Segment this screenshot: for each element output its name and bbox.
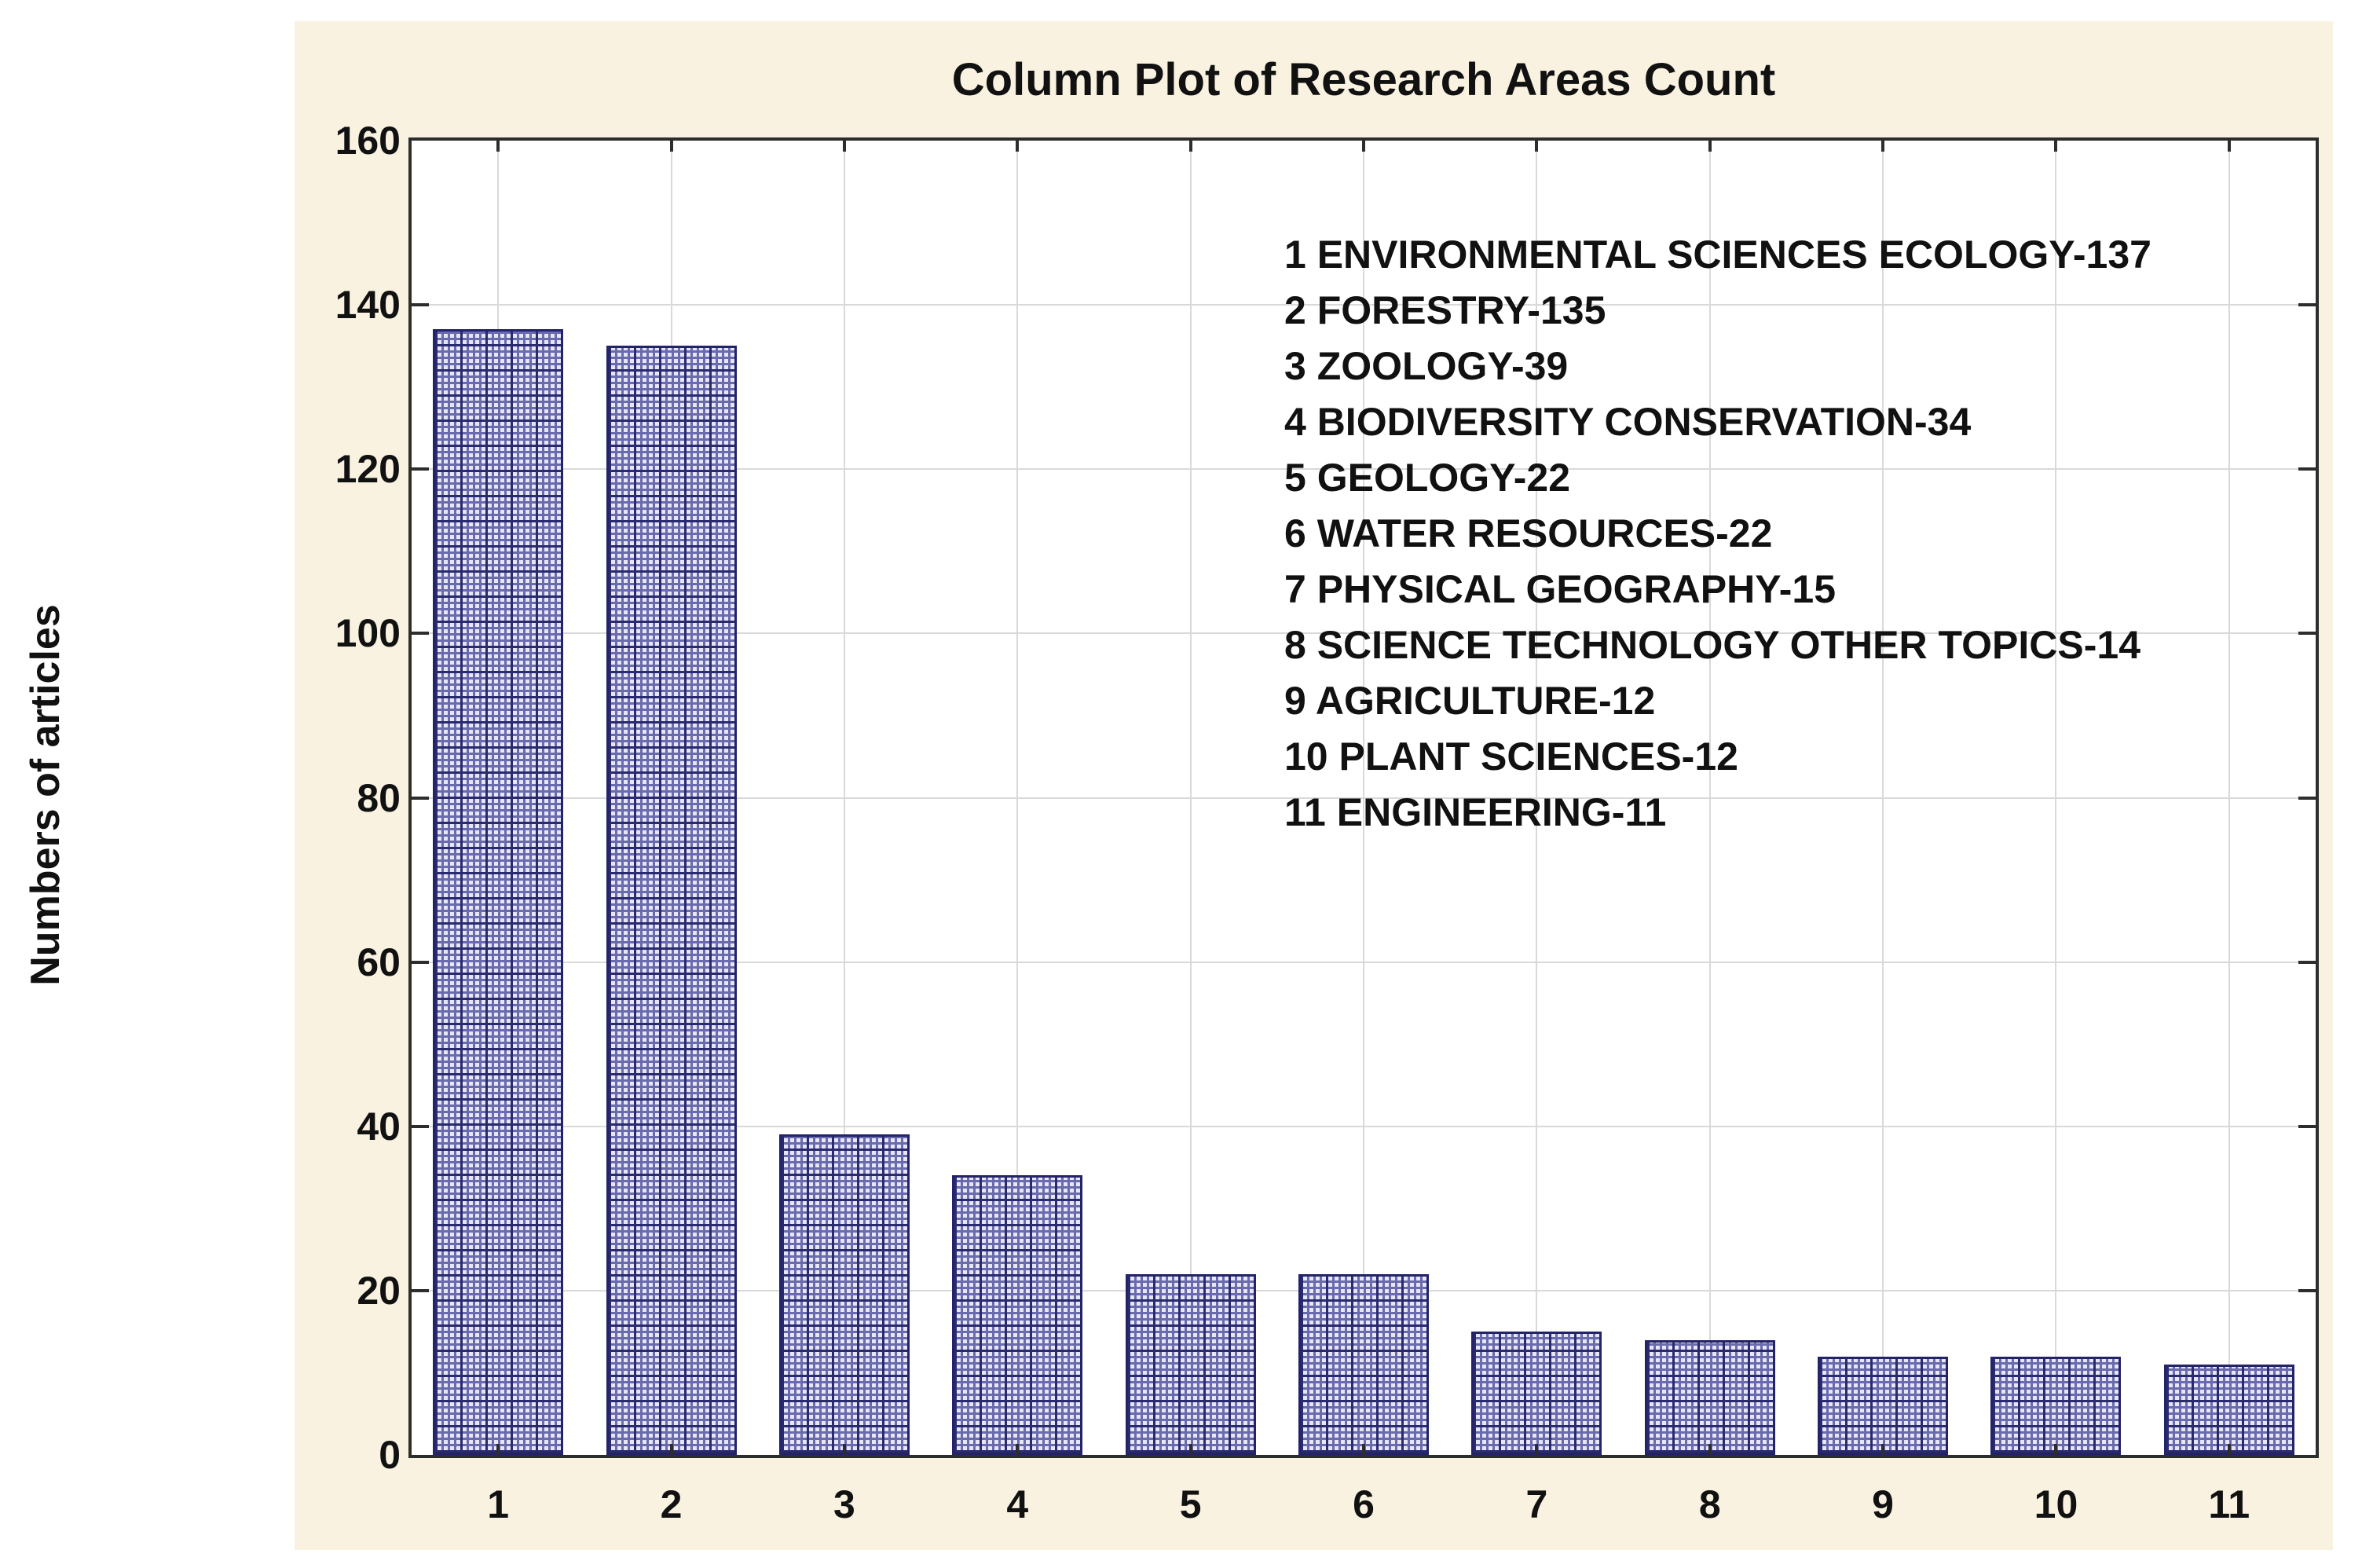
y-axis-tick-label: 20 <box>357 1268 401 1313</box>
x-axis-tick-label: 3 <box>833 1482 855 1526</box>
bar-category-11 <box>2163 1364 2294 1455</box>
y-tick-left <box>412 1288 429 1292</box>
x-tick-bottom <box>1188 1444 1192 1455</box>
x-axis-tick-label: 8 <box>1698 1482 1721 1526</box>
bar-category-5 <box>1125 1273 1256 1455</box>
x-tick-top <box>1188 141 1192 152</box>
bar-category-3 <box>778 1134 910 1455</box>
bar-category-10 <box>1990 1356 2122 1455</box>
x-tick-top <box>496 141 500 152</box>
x-tick-top <box>1881 141 1885 152</box>
y-axis-tick-label: 120 <box>335 447 401 492</box>
y-tick-right <box>2298 632 2316 636</box>
bar-category-7 <box>1471 1332 1602 1455</box>
x-tick-top <box>1016 141 1020 152</box>
x-tick-bottom <box>2227 1444 2231 1455</box>
y-tick-left <box>412 467 429 471</box>
x-tick-bottom <box>1881 1444 1885 1455</box>
legend-entry: 5 GEOLOGY-22 <box>1284 456 1571 500</box>
bar-category-6 <box>1298 1273 1429 1455</box>
x-axis-tick-label: 9 <box>1872 1482 1894 1526</box>
y-tick-right <box>2298 960 2316 964</box>
bar-category-8 <box>1644 1339 1775 1455</box>
legend-entry: 2 FORESTRY-135 <box>1284 288 1606 332</box>
legend-entry: 11 ENGINEERING-11 <box>1284 790 1667 834</box>
y-axis-tick-label: 100 <box>335 611 401 656</box>
x-axis-tick-label: 7 <box>1525 1482 1548 1526</box>
x-gridline <box>1363 141 1364 1455</box>
y-axis-tick-label: 160 <box>335 119 401 163</box>
x-gridline <box>1016 141 1019 1455</box>
x-tick-bottom <box>1708 1444 1712 1455</box>
x-tick-top <box>1362 141 1365 152</box>
y-tick-left <box>412 303 429 307</box>
x-gridline <box>1189 141 1192 1455</box>
x-axis-tick-label: 10 <box>2034 1482 2078 1526</box>
legend-entry: 1 ENVIRONMENTAL SCIENCES ECOLOGY-137 <box>1284 233 2151 277</box>
y-tick-left <box>412 960 429 964</box>
x-tick-bottom <box>1362 1444 1365 1455</box>
x-axis-tick-label: 1 <box>487 1482 510 1526</box>
legend-entry: 4 BIODIVERSITY CONSERVATION-34 <box>1284 400 1972 444</box>
x-gridline <box>2055 141 2057 1455</box>
chart-title: Column Plot of Research Areas Count <box>951 54 1776 105</box>
x-axis-tick-label: 2 <box>660 1482 683 1526</box>
bars-layer <box>412 141 2316 1455</box>
x-tick-top <box>1535 141 1539 152</box>
axis-ticks-layer <box>412 141 2316 1455</box>
y-axis-title: Numbers of articles <box>23 604 68 986</box>
legend-entry: 9 AGRICULTURE-12 <box>1284 679 1656 723</box>
y-axis-tick-label: 60 <box>357 940 401 984</box>
x-axis-tick-label: 6 <box>1353 1482 1375 1526</box>
x-tick-top <box>2054 141 2058 152</box>
y-tick-right <box>2298 796 2316 800</box>
legend-entry: 3 ZOOLOGY-39 <box>1284 344 1569 388</box>
x-axis-tick-label: 5 <box>1179 1482 1202 1526</box>
x-tick-top <box>669 141 673 152</box>
x-axis-tick-label: 4 <box>1006 1482 1029 1526</box>
y-axis-tick-label: 80 <box>357 775 401 820</box>
y-tick-right <box>2298 303 2316 307</box>
y-axis-tick-label: 40 <box>357 1104 401 1149</box>
x-tick-top <box>2227 141 2231 152</box>
x-tick-top <box>1708 141 1712 152</box>
x-tick-bottom <box>2054 1444 2058 1455</box>
x-gridline <box>2228 141 2230 1455</box>
x-tick-bottom <box>669 1444 673 1455</box>
x-tick-bottom <box>496 1444 500 1455</box>
x-gridline <box>1708 141 1711 1455</box>
y-tick-left <box>412 796 429 800</box>
x-tick-bottom <box>1016 1444 1020 1455</box>
legend-entry: 7 PHYSICAL GEOGRAPHY-15 <box>1284 567 1837 611</box>
x-tick-bottom <box>1535 1444 1539 1455</box>
y-tick-left <box>412 632 429 636</box>
y-axis-tick-label: 0 <box>379 1433 401 1477</box>
x-tick-top <box>842 141 846 152</box>
y-tick-right <box>2298 1288 2316 1292</box>
y-tick-right <box>2298 1124 2316 1128</box>
x-gridline <box>843 141 845 1455</box>
y-tick-left <box>412 1124 429 1128</box>
x-tick-bottom <box>842 1444 846 1455</box>
legend-entry: 10 PLANT SCIENCES-12 <box>1284 735 1738 779</box>
y-axis-tick-label: 140 <box>335 283 401 328</box>
legend-entry: 8 SCIENCE TECHNOLOGY OTHER TOPICS-14 <box>1284 623 2141 667</box>
y-tick-right <box>2298 467 2316 471</box>
x-gridline <box>1536 141 1538 1455</box>
x-gridline <box>1882 141 1884 1455</box>
x-axis-tick-label: 11 <box>2208 1482 2250 1526</box>
plot-area: 1 ENVIRONMENTAL SCIENCES ECOLOGY-137 2 FO… <box>408 137 2319 1458</box>
bar-category-1 <box>433 329 564 1455</box>
legend-entry: 6 WATER RESOURCES-22 <box>1284 511 1773 555</box>
legend: 1 ENVIRONMENTAL SCIENCES ECOLOGY-137 2 FO… <box>1284 227 2151 841</box>
bar-category-2 <box>606 346 737 1455</box>
